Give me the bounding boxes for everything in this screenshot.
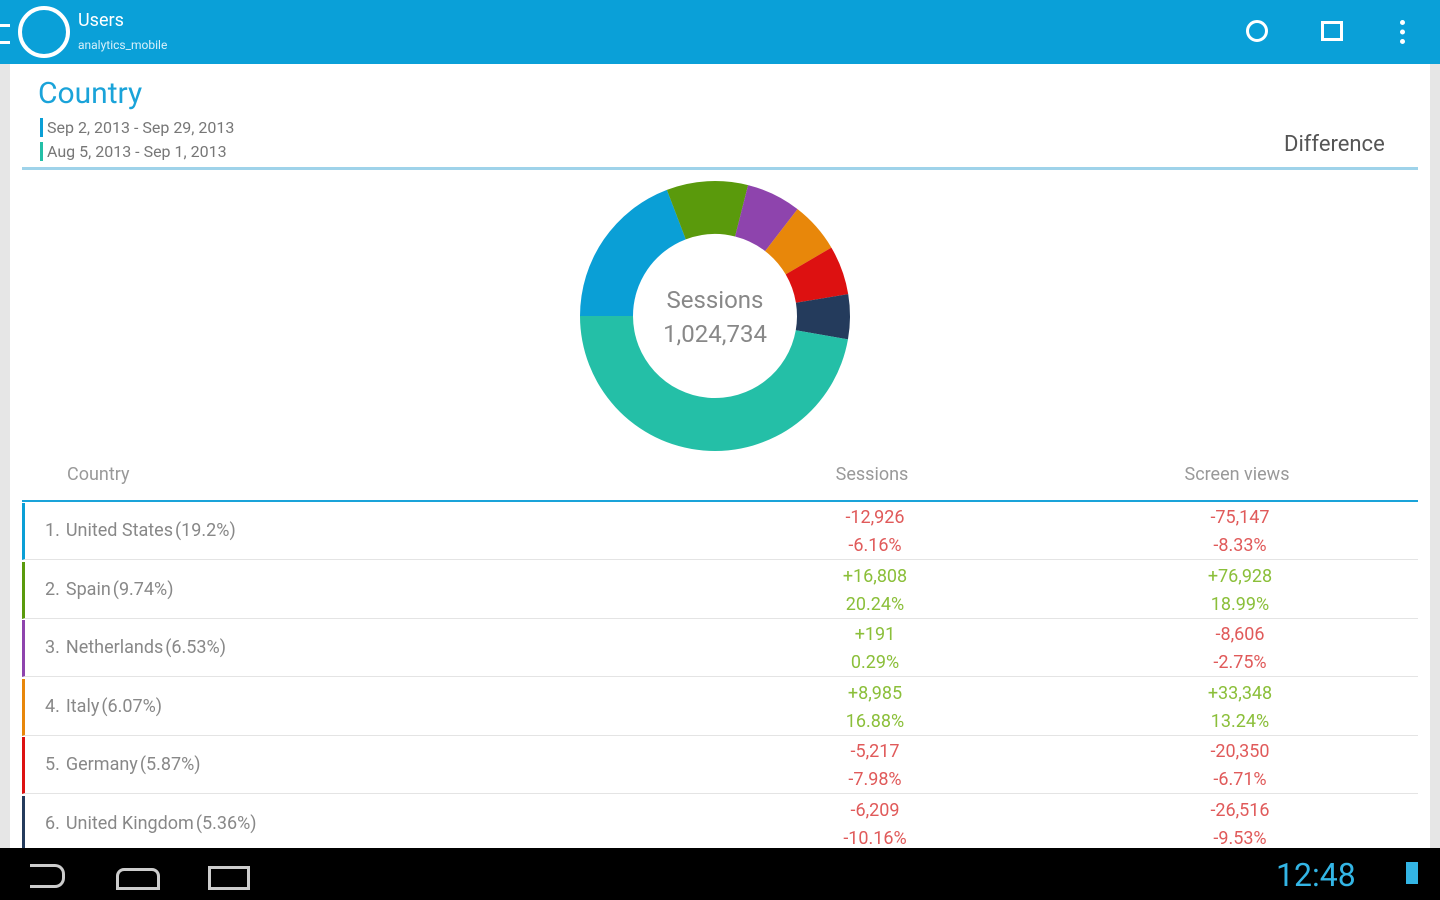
column-header: Country (67, 464, 130, 485)
refresh-button[interactable] (1246, 20, 1268, 42)
recents-button[interactable] (208, 866, 250, 890)
country-cell: 4. Italy (6.07%) (45, 696, 162, 717)
date-range: Sep 2, 2013 - Sep 29, 2013 (40, 118, 234, 137)
change-value: +76,928 (1207, 565, 1273, 587)
report-title: Country (38, 76, 143, 111)
menu-icon[interactable] (0, 24, 10, 44)
report-card: Country Sep 2, 2013 - Sep 29, 2013 Aug 5… (10, 64, 1430, 848)
rank: 3. (45, 637, 60, 658)
mode-select[interactable]: Difference (1284, 132, 1385, 157)
donut-segment (735, 185, 798, 252)
header-line (22, 500, 1418, 502)
share: (5.36%) (195, 812, 257, 834)
country-cell: 6. United Kingdom (5.36%) (45, 813, 257, 834)
change-value: -75,147 (1210, 507, 1270, 528)
rank: 4. (45, 695, 60, 717)
change-value: +191 (854, 624, 896, 645)
rank: 1. (45, 520, 60, 541)
table-row[interactable]: 3. Netherlands (6.53%) +191 0.29% -8,606 -2.75… (22, 620, 1418, 677)
app-title: Users (78, 10, 124, 31)
change-value: +16,808 (842, 565, 908, 587)
change-percent: -8.33% (1213, 535, 1267, 556)
annotate-button[interactable] (1321, 21, 1343, 41)
home-button[interactable] (116, 868, 160, 890)
change-percent: -9.53% (1213, 827, 1267, 849)
table-row[interactable]: 1. United States (19.2%) -12,926 -6.16% -75,1… (22, 503, 1418, 560)
change-percent: -6.16% (848, 535, 902, 556)
rank: 6. (45, 812, 60, 834)
rank: 2. (45, 578, 60, 600)
share: (5.87%) (139, 754, 201, 775)
change-percent: 18.99% (1210, 593, 1270, 615)
country: Italy (65, 695, 100, 717)
country: Germany (65, 754, 138, 775)
country-cell: 3. Netherlands (6.53%) (45, 637, 226, 658)
share: (9.74%) (112, 578, 174, 600)
change-percent: 13.24% (1210, 710, 1270, 732)
battery-icon (1406, 862, 1418, 884)
compare-range: Aug 5, 2013 - Sep 1, 2013 (40, 142, 227, 161)
country: United States (65, 520, 174, 541)
change-value: -26,516 (1210, 799, 1270, 821)
donut-segment (795, 294, 850, 340)
table-row[interactable]: 2. Spain (9.74%) +16,808 20.24% +76,928 18.99% (22, 561, 1418, 619)
divider (22, 167, 1418, 170)
change-value: -12,926 (845, 507, 905, 528)
column-header: Sessions (835, 464, 909, 485)
change-value: -8,606 (1215, 624, 1265, 645)
data-table: Country Sessions Screen views 1. United Stat… (10, 64, 1430, 848)
overflow-menu[interactable] (1400, 20, 1410, 44)
share: (6.07%) (101, 695, 163, 717)
change-percent: -10.16% (843, 827, 907, 849)
change-percent: -6.71% (1213, 769, 1267, 790)
clock: 12:48 (1276, 856, 1356, 894)
change-percent: 0.29% (850, 652, 900, 673)
country-cell: 1. United States (19.2%) (45, 520, 236, 541)
donut-segment (666, 181, 749, 240)
center-value: 1,024,734 (663, 320, 767, 348)
country: Netherlands (65, 637, 164, 658)
rank: 5. (45, 754, 60, 775)
country: Spain (65, 578, 111, 600)
donut-segment (580, 189, 686, 316)
app-logo[interactable] (18, 6, 70, 58)
table-row[interactable]: 5. Germany (5.87%) -5,217 -7.98% -20,350 -6.71… (22, 737, 1418, 794)
donut-segment (765, 209, 832, 275)
country-cell: 5. Germany (5.87%) (45, 754, 201, 775)
change-value: -5,217 (850, 741, 900, 762)
share: (19.2%) (175, 520, 236, 541)
change-value: +33,348 (1207, 682, 1273, 704)
change-percent: 20.24% (845, 593, 905, 615)
change-value: -6,209 (850, 799, 900, 821)
share: (6.53%) (165, 637, 226, 658)
column-header: Screen views (1184, 464, 1290, 485)
change-percent: -2.75% (1213, 652, 1267, 673)
app-subtitle[interactable]: analytics_mobile (78, 38, 168, 52)
change-percent: -7.98% (848, 769, 902, 790)
system-bar: 12:48 (0, 848, 1440, 900)
change-percent: 16.88% (845, 710, 905, 732)
donut-chart: Sessions 1,024,734 (580, 181, 850, 451)
app-bar: Users analytics_mobile (0, 0, 1440, 64)
change-value: +8,985 (847, 682, 903, 704)
table-row[interactable]: 4. Italy (6.07%) +8,985 16.88% +33,348 13.24% (22, 678, 1418, 736)
donut-segment (785, 247, 849, 303)
back-button[interactable] (30, 864, 65, 888)
donut-segment (580, 316, 848, 451)
center-title: Sessions (667, 286, 764, 314)
country: United Kingdom (65, 812, 194, 834)
table-row[interactable]: 6. United Kingdom (5.36%) -6,209 -10.16% -26,… (22, 795, 1418, 849)
change-value: -20,350 (1210, 741, 1270, 762)
country-cell: 2. Spain (9.74%) (45, 579, 174, 600)
